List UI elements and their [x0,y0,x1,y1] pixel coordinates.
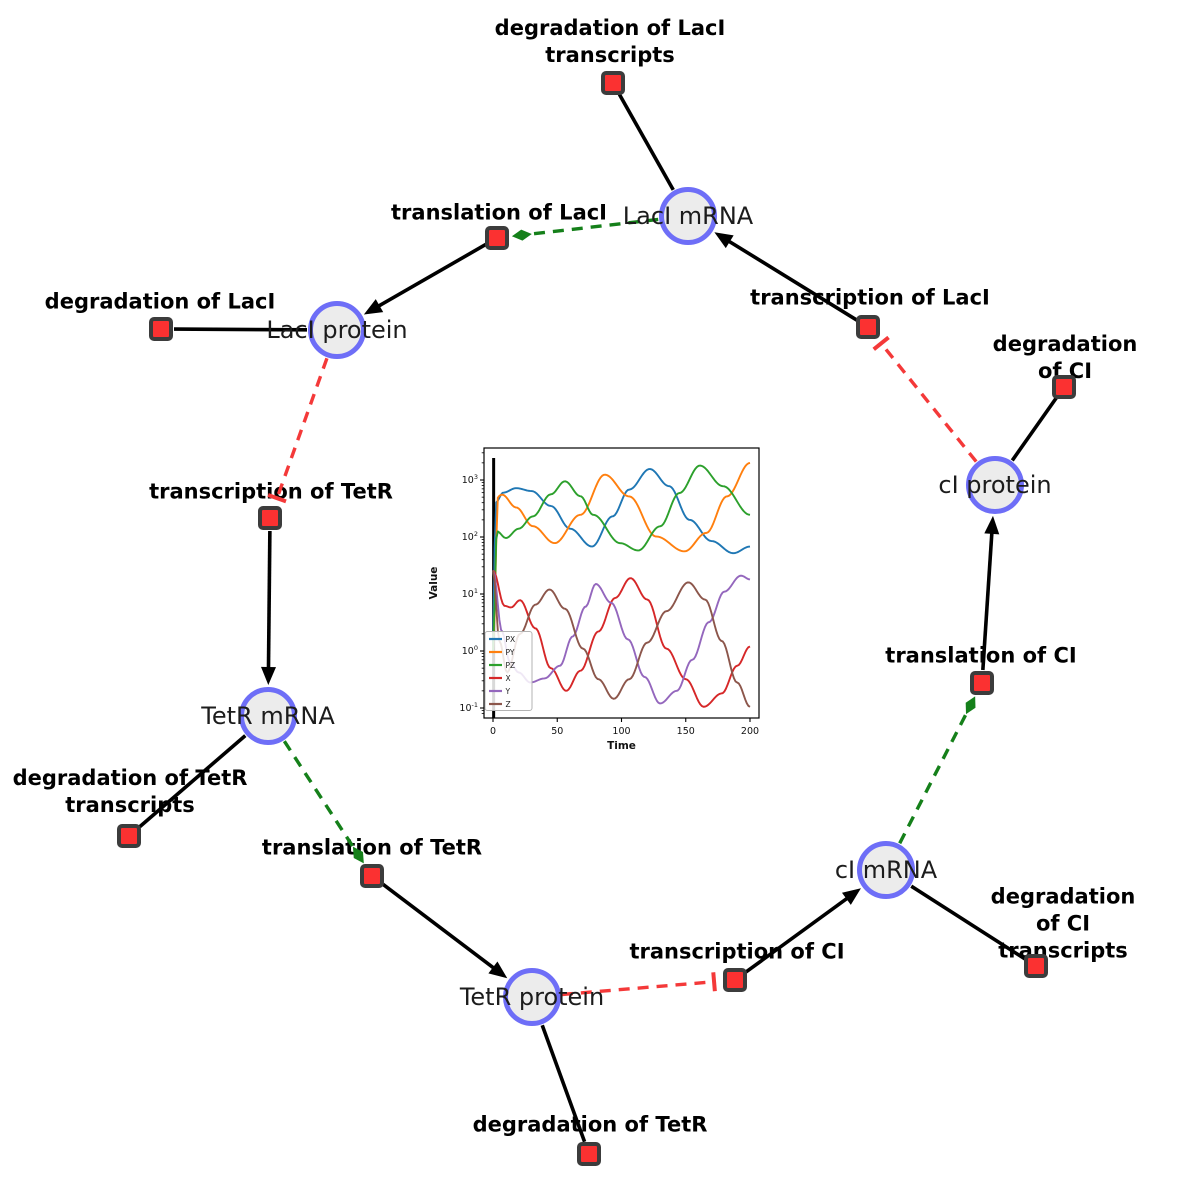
x-tick-label: 200 [741,726,759,737]
series-line-pz [492,464,751,652]
y-tick-label: 102 [462,530,478,543]
series-line-py [492,462,751,652]
reaction-label-deg-laci: degradation of LacI [44,289,276,314]
y-tick-label: 10-1 [459,701,478,714]
legend-label-px: PX [506,635,516,644]
y-tick-label: 103 [462,473,478,486]
reaction-node-translation-laci[interactable] [485,226,509,250]
legend-label-y: Y [505,687,511,696]
species-node-tetr-protein[interactable] [503,968,561,1026]
reaction-node-deg-laci-tx[interactable] [601,71,625,95]
reaction-node-transcription-ci[interactable] [723,968,747,992]
reaction-node-transcription-tetr[interactable] [258,506,282,530]
reaction-node-translation-tetr[interactable] [360,864,384,888]
chart-legend: PX PY PZ XYZ [484,631,533,711]
x-tick-label: 0 [490,726,496,737]
x-tick-label: 100 [612,726,630,737]
series-line-x [492,569,751,708]
reaction-label-deg-ci: degradation of CI [992,332,1138,383]
reaction-node-deg-ci-tx[interactable] [1024,954,1048,978]
species-node-ci-protein[interactable] [966,456,1024,514]
x-axis-label: Time [607,740,636,752]
species-node-tetr-mrna[interactable] [239,687,297,745]
timeseries-chart: 0 50 100 150 20010310210110010-1TimeValuePXP… [428,447,760,752]
reaction-node-deg-tetr[interactable] [577,1142,601,1166]
reaction-label-deg-laci-tx: degradation of LacI transcripts [494,16,726,67]
species-node-ci-mrna[interactable] [857,841,915,899]
legend-label-pz: PZ [506,661,516,670]
reaction-node-translation-ci[interactable] [970,671,994,695]
series-line-y [492,570,751,705]
reaction-node-deg-tetr-tx[interactable] [117,824,141,848]
reaction-node-deg-ci[interactable] [1052,375,1076,399]
x-tick-label: 50 [551,726,563,737]
reaction-node-deg-laci[interactable] [149,317,173,341]
legend-label-x: X [506,674,511,683]
species-node-laci-protein[interactable] [308,301,366,359]
y-tick-label: 100 [462,644,478,657]
legend-label-z: Z [506,700,511,709]
series-line-px [492,468,751,652]
legend-label-py: PY [506,648,515,657]
reaction-node-transcription-laci[interactable] [856,315,880,339]
y-tick-label: 101 [462,587,478,600]
y-axis-label: Value [428,567,440,600]
x-tick-label: 150 [677,726,695,737]
series-line-z [492,570,751,708]
species-node-laci-mrna[interactable] [659,187,717,245]
